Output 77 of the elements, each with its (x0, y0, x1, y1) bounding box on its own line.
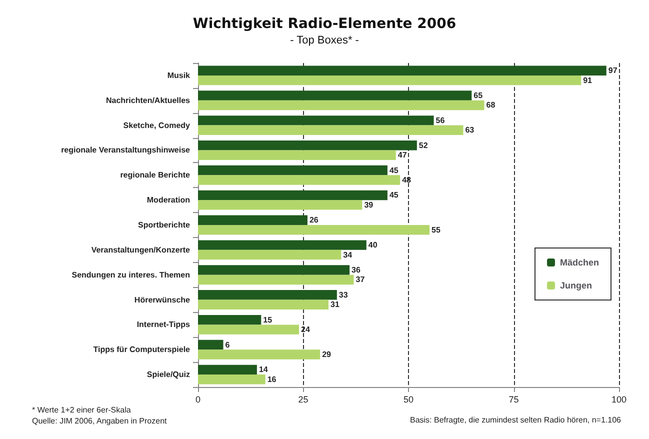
y-tick-label: Sportberichte (138, 220, 191, 230)
data-label: 29 (322, 350, 332, 359)
data-label: 26 (309, 216, 319, 225)
data-label: 45 (389, 190, 399, 200)
y-tick-label: Hörerwünsche (134, 295, 191, 304)
bar (198, 364, 257, 375)
data-label: 24 (301, 325, 310, 334)
x-tick-label: 100 (611, 394, 627, 404)
data-label: 15 (263, 315, 273, 324)
x-tick-label: 75 (508, 394, 519, 404)
bar (198, 66, 606, 76)
y-tick-label: Veranstaltungen/Konzerte (91, 245, 191, 254)
bar (198, 215, 308, 225)
bar (198, 200, 362, 210)
source-note: Quelle: JIM 2006, Angaben in Prozent (32, 416, 168, 426)
data-label: 6 (225, 340, 230, 350)
text: Basis: Befragte, die zumindest selten Radio hören, n=1.106 (410, 416, 622, 424)
data-label: 68 (486, 100, 496, 110)
data-label: 33 (338, 290, 348, 300)
data-label: 91 (583, 76, 593, 85)
bar (198, 340, 224, 350)
text: * Werte 1+2 einer 6er-Skala (32, 406, 132, 414)
data-label: 47 (398, 150, 408, 160)
data-label: 14 (258, 365, 268, 374)
bar (198, 250, 342, 260)
bar (198, 100, 484, 110)
bar (198, 290, 337, 300)
y-tick-label: Moderation (146, 196, 190, 205)
bar (198, 225, 430, 235)
data-label: 65 (474, 91, 484, 100)
data-label: 40 (368, 240, 378, 250)
data-label: 34 (343, 250, 353, 260)
bar (198, 274, 354, 285)
data-label: 48 (402, 176, 412, 185)
legend-label: Jungen (560, 280, 592, 290)
bar (198, 150, 396, 160)
y-tick-label: Musik (167, 70, 191, 80)
bar (198, 374, 266, 384)
bar (198, 240, 366, 250)
legend-label: Mädchen (560, 258, 600, 268)
bar (198, 165, 388, 176)
data-label: 56 (436, 116, 446, 125)
data-label: 36 (352, 265, 362, 274)
y-tick-label: Tipps für Computerspiele (93, 345, 191, 354)
bar (198, 125, 464, 136)
data-label: 63 (465, 126, 475, 135)
x-tick-label: 25 (298, 394, 308, 404)
y-tick-label: Sketche, Comedy (123, 120, 191, 130)
data-label: 55 (432, 225, 441, 234)
bar (198, 314, 262, 325)
y-tick-label: Internet-Tipps (136, 320, 191, 330)
data-label: 97 (608, 66, 618, 76)
data-label: 37 (356, 275, 366, 284)
y-tick-label: regionale Berichte (120, 170, 191, 180)
data-label: 31 (330, 300, 340, 310)
y-tick-label: Nachrichten/Aktuelles (106, 96, 191, 105)
bar (198, 265, 350, 275)
y-tick-label: regionale Veranstaltungshinweise (61, 146, 191, 155)
data-label: 39 (364, 200, 374, 210)
bar (198, 175, 400, 185)
x-tick-label: 50 (403, 394, 414, 404)
bar (198, 140, 417, 150)
chart-subtitle: - Top Boxes* - (290, 34, 360, 46)
x-tick-label: 0 (195, 394, 201, 404)
chart-title: Wichtigkeit Radio-Elemente 2006 (192, 16, 456, 32)
bar (198, 324, 300, 334)
bar (198, 190, 388, 200)
data-label: 45 (389, 166, 399, 175)
y-tick-label: Spiele/Quiz (146, 370, 190, 380)
bar (198, 75, 582, 86)
bar (198, 90, 472, 100)
bar (198, 300, 329, 310)
bar (198, 116, 434, 126)
y-tick-label: Sendungen zu interes. Themen (72, 270, 190, 280)
data-label: 16 (267, 374, 277, 384)
data-label: 52 (418, 140, 428, 150)
bar (198, 350, 320, 360)
